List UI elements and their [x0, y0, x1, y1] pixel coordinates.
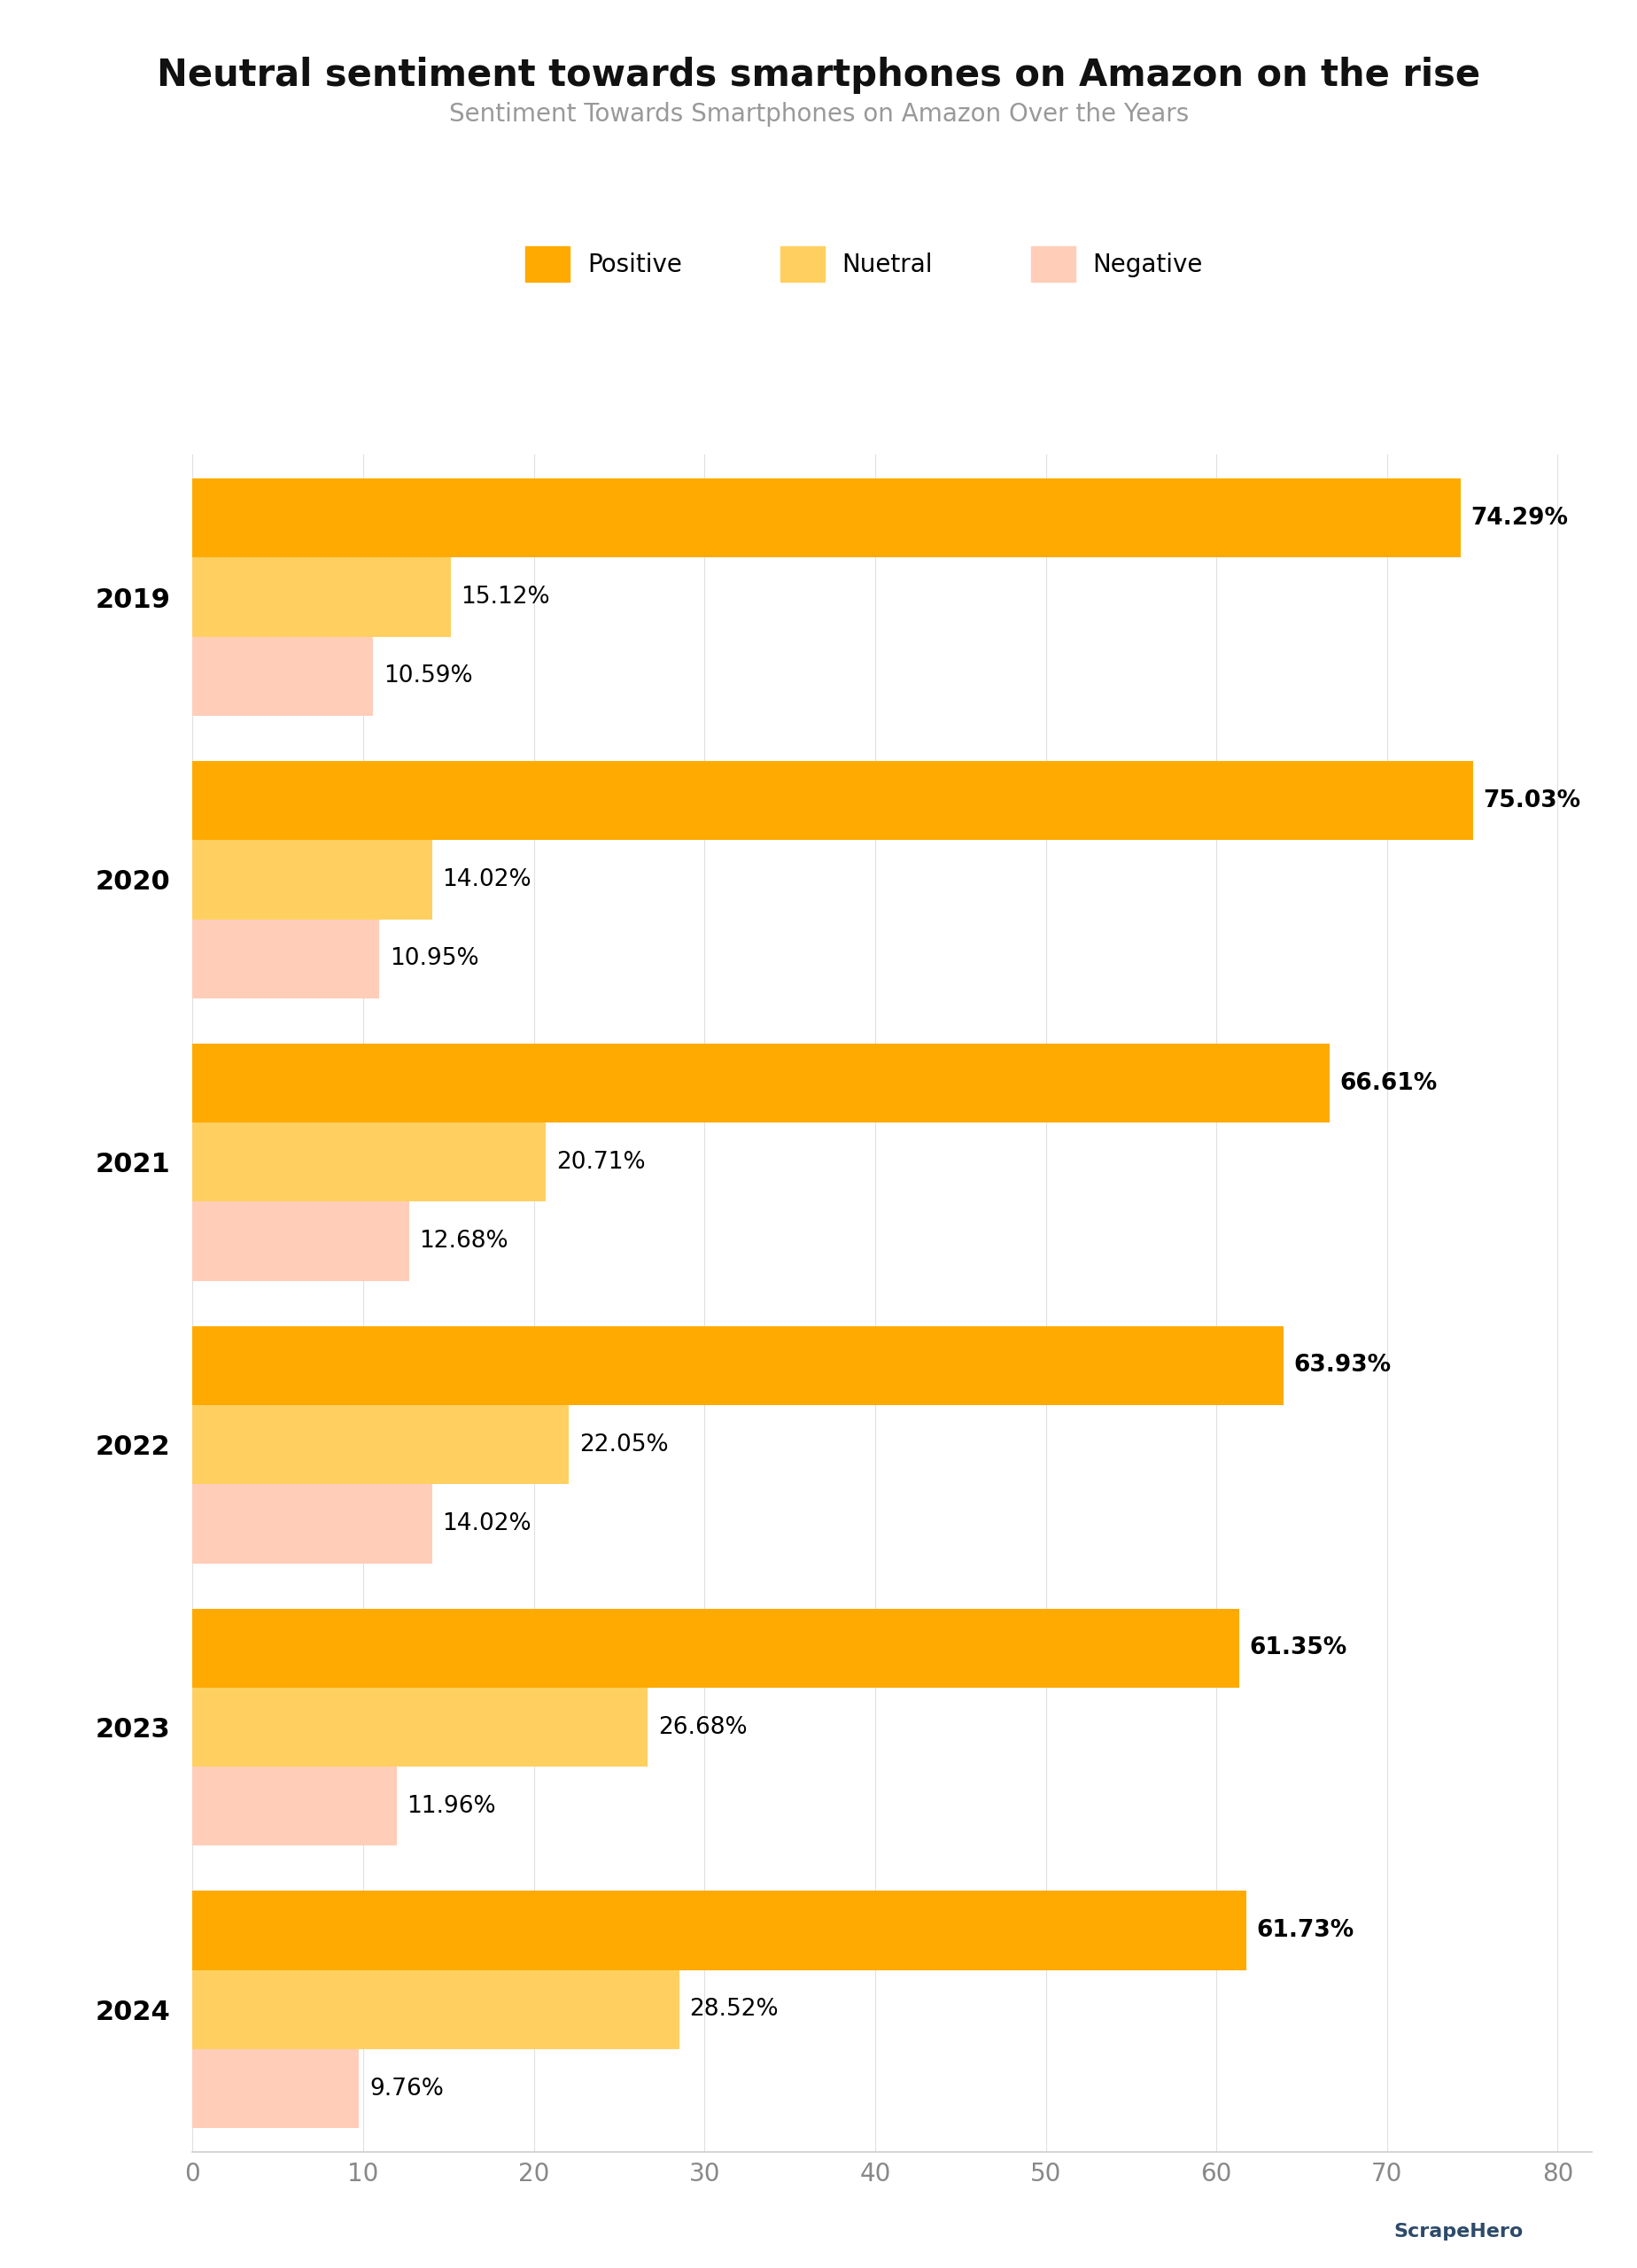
Bar [193, 1608, 1239, 1687]
Text: 14.02%: 14.02% [442, 1513, 530, 1535]
Bar [193, 1327, 1283, 1406]
Bar [193, 1767, 396, 1846]
Text: 9.76%: 9.76% [370, 2077, 444, 2100]
Bar [193, 637, 373, 717]
Text: Neutral sentiment towards smartphones on Amazon on the rise: Neutral sentiment towards smartphones on… [157, 57, 1480, 93]
Bar [193, 1483, 432, 1563]
Text: 63.93%: 63.93% [1293, 1354, 1390, 1377]
Text: 74.29%: 74.29% [1470, 506, 1567, 531]
Bar [193, 1892, 1246, 1971]
Bar [193, 2050, 359, 2127]
Text: 61.73%: 61.73% [1256, 1919, 1354, 1941]
Text: 61.35%: 61.35% [1249, 1637, 1347, 1660]
Bar [193, 1043, 1329, 1123]
Bar [193, 1971, 679, 2050]
Bar [193, 1202, 409, 1281]
Text: 75.03%: 75.03% [1483, 789, 1580, 812]
Text: 22.05%: 22.05% [579, 1433, 668, 1456]
Text: 15.12%: 15.12% [460, 585, 550, 608]
Text: ScrapeHero: ScrapeHero [1393, 2223, 1522, 2241]
Bar [193, 1687, 648, 1767]
Text: 14.02%: 14.02% [442, 869, 530, 891]
Text: 28.52%: 28.52% [689, 1998, 778, 2021]
Bar [193, 919, 380, 998]
Bar [193, 558, 450, 637]
Text: 10.95%: 10.95% [390, 948, 478, 971]
Bar [193, 479, 1460, 558]
Text: 11.96%: 11.96% [406, 1794, 496, 1817]
Bar [193, 1123, 545, 1202]
Legend: Positive, Nuetral, Negative: Positive, Nuetral, Negative [525, 247, 1202, 281]
Text: 26.68%: 26.68% [658, 1715, 746, 1740]
Text: 12.68%: 12.68% [419, 1229, 507, 1252]
Text: 20.71%: 20.71% [557, 1150, 645, 1173]
Bar [193, 1406, 568, 1483]
Text: Sentiment Towards Smartphones on Amazon Over the Years: Sentiment Towards Smartphones on Amazon … [449, 102, 1188, 127]
Text: 10.59%: 10.59% [383, 665, 473, 687]
Bar [193, 762, 1472, 839]
Text: 66.61%: 66.61% [1339, 1070, 1436, 1095]
Bar [193, 839, 432, 919]
